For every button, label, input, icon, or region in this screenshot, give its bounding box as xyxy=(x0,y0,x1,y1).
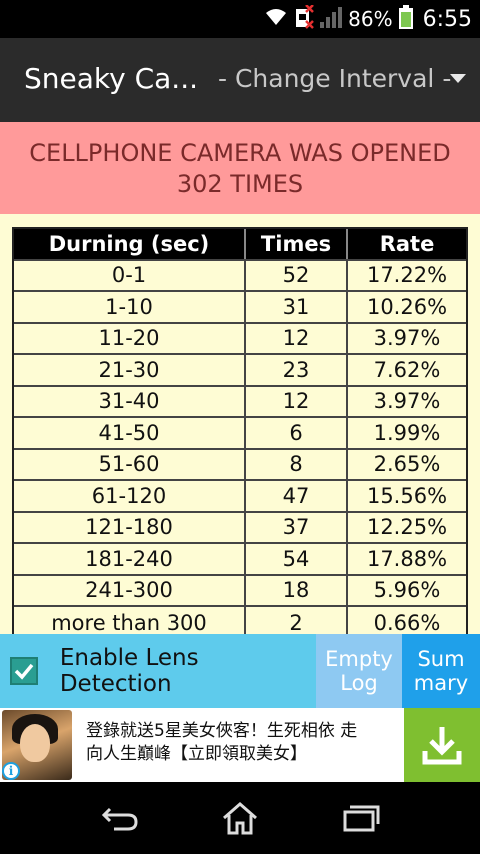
app-title: Sneaky Ca... xyxy=(24,62,199,95)
info-icon[interactable]: i xyxy=(2,762,20,780)
open-count-banner: CELLPHONE CAMERA WAS OPENED 302 TIMES xyxy=(0,122,480,214)
cell-rate: 7.62% xyxy=(373,357,441,382)
cell-rate: 3.97% xyxy=(373,326,441,351)
header-duration: Durning (sec) xyxy=(14,229,246,259)
cell-rate: 5.96% xyxy=(373,578,441,603)
cell-times: 54 xyxy=(246,544,348,574)
table-row: 241-300 18 5.96% xyxy=(14,575,466,607)
table-row: 11-20 12 3.97% xyxy=(14,323,466,355)
navigation-bar xyxy=(0,782,480,854)
banner-line-1: CELLPHONE CAMERA WAS OPENED xyxy=(29,139,451,167)
empty-log-button[interactable]: Empty Log xyxy=(316,634,402,708)
table-row: 61-120 47 15.56% xyxy=(14,481,466,513)
battery-percent: 86% xyxy=(348,7,393,31)
table-row: 1-10 31 10.26% xyxy=(14,292,466,324)
cell-duration: 121-180 xyxy=(14,512,246,542)
table-row: 0-1 52 17.22% xyxy=(14,260,466,292)
interval-spinner[interactable]: - Change Interval - xyxy=(218,64,452,93)
cell-duration: 21-30 xyxy=(14,355,246,385)
download-button[interactable] xyxy=(404,708,480,782)
chevron-down-icon[interactable] xyxy=(450,74,466,83)
battery-icon xyxy=(398,5,413,33)
back-button[interactable] xyxy=(98,798,142,838)
cell-times: 6 xyxy=(246,418,348,448)
cell-times: 23 xyxy=(246,355,348,385)
table-row: 31-40 12 3.97% xyxy=(14,386,466,418)
recent-apps-button[interactable] xyxy=(338,798,382,838)
cell-rate: 3.97% xyxy=(373,389,441,414)
ad-text-line-2: 向人生巔峰【立即領取美女】 xyxy=(86,744,307,764)
cell-duration: 11-20 xyxy=(14,323,246,353)
lens-detection-toggle[interactable]: Enable Lens Detection xyxy=(0,634,316,708)
back-icon xyxy=(101,807,138,831)
header-rate: Rate xyxy=(379,231,435,256)
empty-log-label-2: Log xyxy=(340,671,378,695)
content-area: CELLPHONE CAMERA WAS OPENED 302 TIMES Du… xyxy=(0,122,480,634)
cell-duration: 241-300 xyxy=(14,575,246,605)
cell-rate: 17.22% xyxy=(366,263,448,288)
cell-times: 2 xyxy=(246,607,348,634)
summary-label-2: mary xyxy=(413,671,469,695)
cell-times: 31 xyxy=(246,292,348,322)
sim-disabled-icon xyxy=(294,4,315,33)
cell-duration: 41-50 xyxy=(14,418,246,448)
cell-rate: 12.25% xyxy=(366,515,448,540)
ad-thumbnail[interactable] xyxy=(2,710,72,780)
clock: 6:55 xyxy=(422,6,472,32)
checkmark-icon xyxy=(14,663,34,680)
status-icons: 86% 6:55 xyxy=(264,4,472,33)
signal-icon xyxy=(320,6,343,32)
cell-rate: 2.65% xyxy=(373,452,441,477)
cell-times: 47 xyxy=(246,481,348,511)
banner-line-2: 302 TIMES xyxy=(176,170,304,198)
table-row: 41-50 6 1.99% xyxy=(14,418,466,450)
ad-text-line-1: 登錄就送5星美女俠客！生死相依 走 xyxy=(86,721,358,741)
bottom-controls: Enable Lens Detection Empty Log Sum mary xyxy=(0,634,480,708)
cell-rate: 0.66% xyxy=(373,610,441,634)
cell-times: 37 xyxy=(246,512,348,542)
cell-times: 52 xyxy=(246,260,348,290)
cell-rate: 17.88% xyxy=(366,546,448,571)
summary-button[interactable]: Sum mary xyxy=(402,634,480,708)
cell-duration: 51-60 xyxy=(14,449,246,479)
cell-duration: 181-240 xyxy=(14,544,246,574)
ad-banner[interactable]: i 登錄就送5星美女俠客！生死相依 走 向人生巔峰【立即領取美女】 xyxy=(0,708,480,782)
wifi-icon xyxy=(264,7,288,31)
table-row: 181-240 54 17.88% xyxy=(14,544,466,576)
status-bar: 86% 6:55 xyxy=(0,0,480,38)
summary-label-1: Sum xyxy=(417,647,465,671)
cell-times: 8 xyxy=(246,449,348,479)
lens-detection-label: Enable Lens Detection xyxy=(59,645,199,697)
home-icon xyxy=(223,802,257,835)
recent-apps-icon xyxy=(343,805,380,832)
table-header: Durning (sec) Times Rate xyxy=(14,229,466,261)
lens-detection-checkbox[interactable] xyxy=(10,657,38,685)
cell-duration: more than 300 xyxy=(14,607,246,634)
stats-table: Durning (sec) Times Rate 0-1 52 17.22% 1… xyxy=(12,227,468,634)
cell-duration: 31-40 xyxy=(14,386,246,416)
cell-times: 12 xyxy=(246,386,348,416)
cell-times: 18 xyxy=(246,575,348,605)
cell-duration: 1-10 xyxy=(14,292,246,322)
ad-text[interactable]: 登錄就送5星美女俠客！生死相依 走 向人生巔峰【立即領取美女】 xyxy=(86,720,398,766)
cell-rate: 10.26% xyxy=(366,294,448,319)
home-button[interactable] xyxy=(218,798,262,838)
download-icon xyxy=(422,727,462,765)
table-row: 121-180 37 12.25% xyxy=(14,512,466,544)
ad-thumb-face xyxy=(20,724,50,762)
action-bar: Sneaky Ca... - Change Interval - xyxy=(0,38,480,122)
table-row: 21-30 23 7.62% xyxy=(14,355,466,387)
cell-rate: 15.56% xyxy=(366,483,448,508)
cell-duration: 61-120 xyxy=(14,481,246,511)
table-row: more than 300 2 0.66% xyxy=(14,607,466,634)
empty-log-label-1: Empty xyxy=(325,647,393,671)
cell-rate: 1.99% xyxy=(373,420,441,445)
cell-times: 12 xyxy=(246,323,348,353)
header-times: Times xyxy=(246,229,348,259)
table-row: 51-60 8 2.65% xyxy=(14,449,466,481)
cell-duration: 0-1 xyxy=(14,260,246,290)
